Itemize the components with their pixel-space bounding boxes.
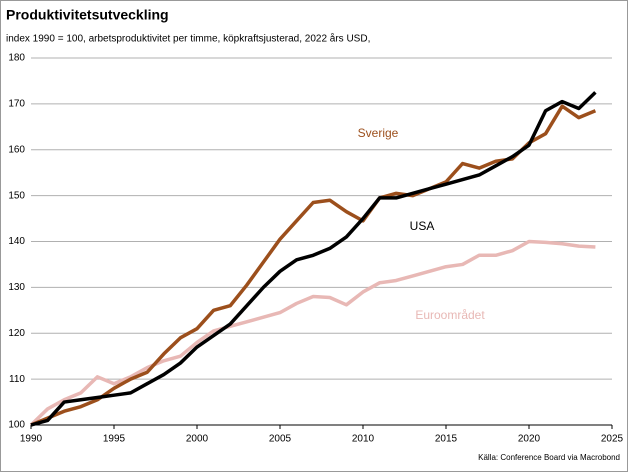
series-line (30, 91, 597, 427)
x-tick-label: 2020 (518, 434, 541, 445)
series-label: Sverige (358, 126, 399, 140)
x-tick-label: 1995 (103, 434, 126, 445)
y-tick-label: 130 (8, 282, 25, 293)
x-tick-label: 1990 (20, 434, 43, 445)
x-tick-label: 2010 (352, 434, 375, 445)
x-tick-label: 2025 (601, 434, 624, 445)
source: Källa: Conference Board via Macrobond (478, 453, 620, 462)
series-line (30, 104, 597, 427)
chart-subtitle: index 1990 = 100, arbetsproduktivitet pe… (6, 33, 370, 45)
y-tick-label: 160 (8, 144, 25, 155)
chart-title: Produktivitetsutveckling (6, 7, 169, 23)
y-tick-label: 150 (8, 190, 25, 201)
y-tick-label: 140 (8, 236, 25, 247)
y-tick-label: 110 (9, 374, 25, 385)
y-tick-label: 100 (8, 420, 25, 431)
series-line (29, 239, 596, 427)
series-label: Euroområdet (415, 308, 485, 322)
x-tick-label: 2000 (186, 434, 209, 445)
x-tick-label: 2005 (269, 434, 292, 445)
x-tick-label: 2015 (435, 434, 458, 445)
y-tick-label: 120 (8, 328, 25, 339)
y-tick-label: 170 (8, 99, 25, 110)
series-label: USA (410, 219, 435, 233)
y-tick-label: 180 (8, 53, 25, 64)
